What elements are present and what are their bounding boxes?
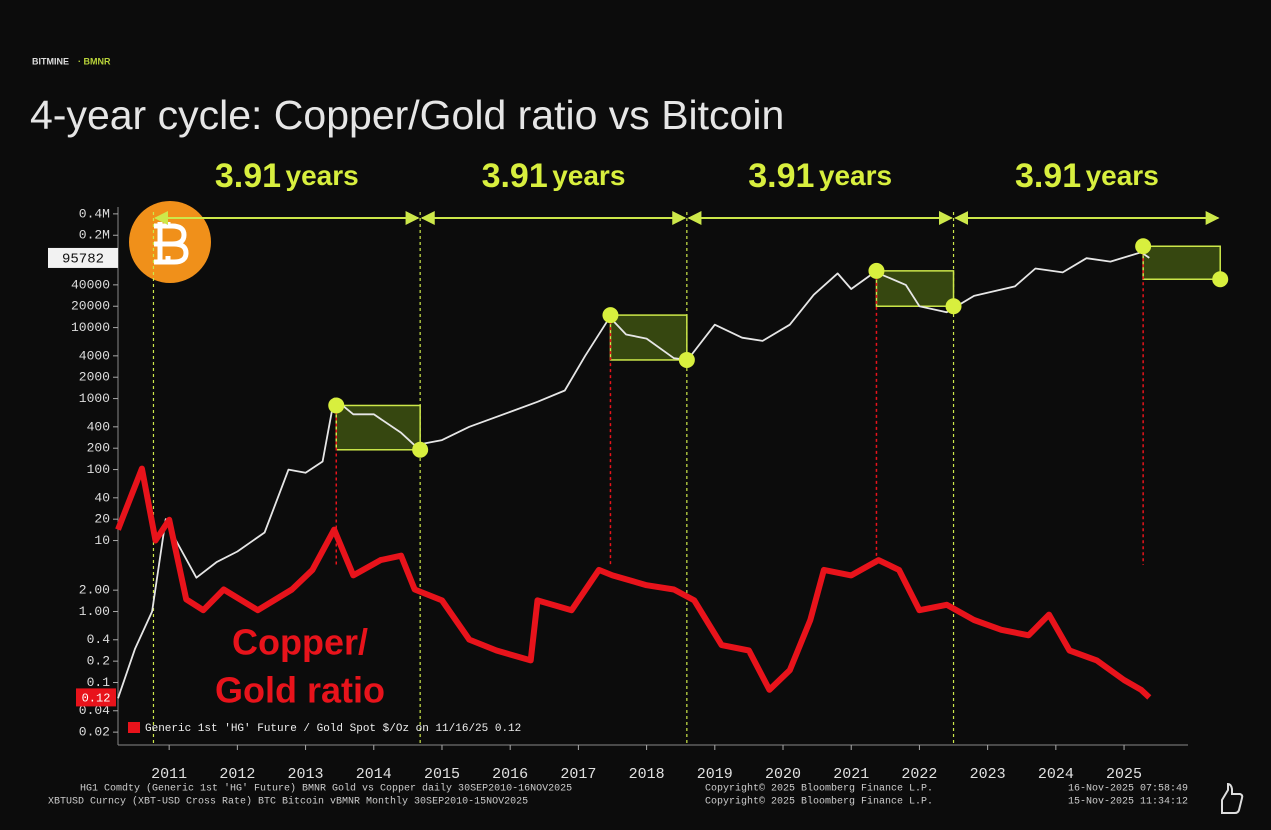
last-price-label: 95782 (62, 252, 104, 268)
cycle-label: 3.91 years (215, 157, 359, 195)
peak-dot (602, 307, 619, 324)
x-tick-label: 2022 (901, 766, 937, 783)
x-tick-label: 2021 (833, 766, 869, 783)
y-tick-label: 40000 (71, 277, 110, 292)
trough-dot (412, 441, 429, 458)
cycle-value: 3.91 (1015, 157, 1081, 195)
footer-source: XBTUSD Curncy (XBT-USD Cross Rate) BTC B… (48, 796, 528, 808)
y-tick-label: 40 (94, 490, 110, 505)
y-tick-label: 0.02 (79, 725, 110, 740)
y-tick-label: 1000 (79, 391, 110, 406)
y-tick-label: 2000 (79, 370, 110, 385)
x-tick-label: 2016 (492, 766, 528, 783)
peak-dot (1135, 238, 1152, 255)
bitcoin-logo (129, 201, 211, 283)
y-tick-label: 0.4 (87, 632, 111, 647)
cycle-label: 3.91 years (482, 157, 626, 195)
y-tick-label: 20000 (71, 299, 110, 314)
x-tick-label: 2012 (219, 766, 255, 783)
cycle-unit: years (819, 160, 892, 191)
y-tick-label: 100 (87, 462, 110, 477)
x-tick-label: 2014 (356, 766, 392, 783)
legend-swatch (128, 722, 140, 733)
x-tick-label: 2018 (629, 766, 665, 783)
x-tick-label: 2025 (1106, 766, 1142, 783)
x-tick-label: 2017 (560, 766, 596, 783)
cycle-label: 3.91 years (1015, 157, 1159, 195)
peak-dot (328, 397, 345, 414)
brand: BITMINE (32, 56, 69, 66)
x-tick-label: 2013 (288, 766, 324, 783)
cycle-value: 3.91 (215, 157, 281, 195)
y-tick-label: 0.1 (87, 675, 111, 690)
y-tick-label: 2.00 (79, 583, 110, 598)
drawdown-box (1142, 245, 1221, 280)
y-tick-label: 20 (94, 512, 110, 527)
y-tick-label: 10000 (71, 320, 110, 335)
like-icon[interactable] (1221, 782, 1244, 814)
trough-dot (678, 351, 695, 368)
chart-title: 4-year cycle: Copper/Gold ratio vs Bitco… (30, 92, 784, 138)
y-tick-label: 10 (94, 533, 110, 548)
drawdown-box (609, 314, 688, 361)
x-tick-label: 2015 (424, 766, 460, 783)
x-tick-label: 2020 (765, 766, 801, 783)
ratio-annotation: Copper/ (232, 622, 368, 663)
y-tick-label: 1.00 (79, 604, 110, 619)
trough-dot (1212, 271, 1229, 288)
cycle-unit: years (552, 160, 625, 191)
cycle-value: 3.91 (748, 157, 814, 195)
ratio-line (115, 465, 1152, 700)
cycle-value: 3.91 (482, 157, 548, 195)
y-tick-label: 4000 (79, 348, 110, 363)
footer-timestamp: 15-Nov-2025 11:34:12 (1068, 797, 1188, 808)
last-price-box (48, 247, 118, 268)
y-tick-label: 0.04 (79, 703, 110, 718)
footer-copyright: Copyright© 2025 Bloomberg Finance L.P. (705, 783, 933, 795)
cycle-unit: years (1086, 160, 1159, 191)
legend-label: Generic 1st 'HG' Future / Gold Spot $/Oz… (145, 723, 521, 735)
y-tick-label: 0.2M (79, 228, 110, 243)
peak-dot (868, 262, 885, 279)
trough-dot (945, 298, 962, 315)
x-tick-label: 2011 (151, 766, 187, 783)
drawdown-box (335, 404, 421, 451)
last-ratio-label: 0.12 (82, 692, 111, 706)
y-tick-label: 0.4M (79, 206, 110, 221)
ticker: · BMNR (78, 56, 111, 66)
footer-timestamp: 16-Nov-2025 07:58:49 (1068, 784, 1188, 795)
x-tick-label: 2023 (970, 766, 1006, 783)
cycle-label: 3.91 years (748, 157, 892, 195)
footer-copyright: Copyright© 2025 Bloomberg Finance L.P. (705, 796, 933, 808)
footer-source: HG1 Comdty (Generic 1st 'HG' Future) BMN… (80, 783, 572, 795)
last-ratio-box (76, 688, 116, 707)
y-tick-label: 200 (87, 441, 110, 456)
x-tick-label: 2019 (697, 766, 733, 783)
x-tick-label: 2024 (1038, 766, 1074, 783)
ratio-annotation: Gold ratio (215, 670, 385, 711)
cycle-unit: years (286, 160, 359, 191)
y-tick-label: 0.2 (87, 654, 110, 669)
y-tick-label: 400 (87, 419, 110, 434)
